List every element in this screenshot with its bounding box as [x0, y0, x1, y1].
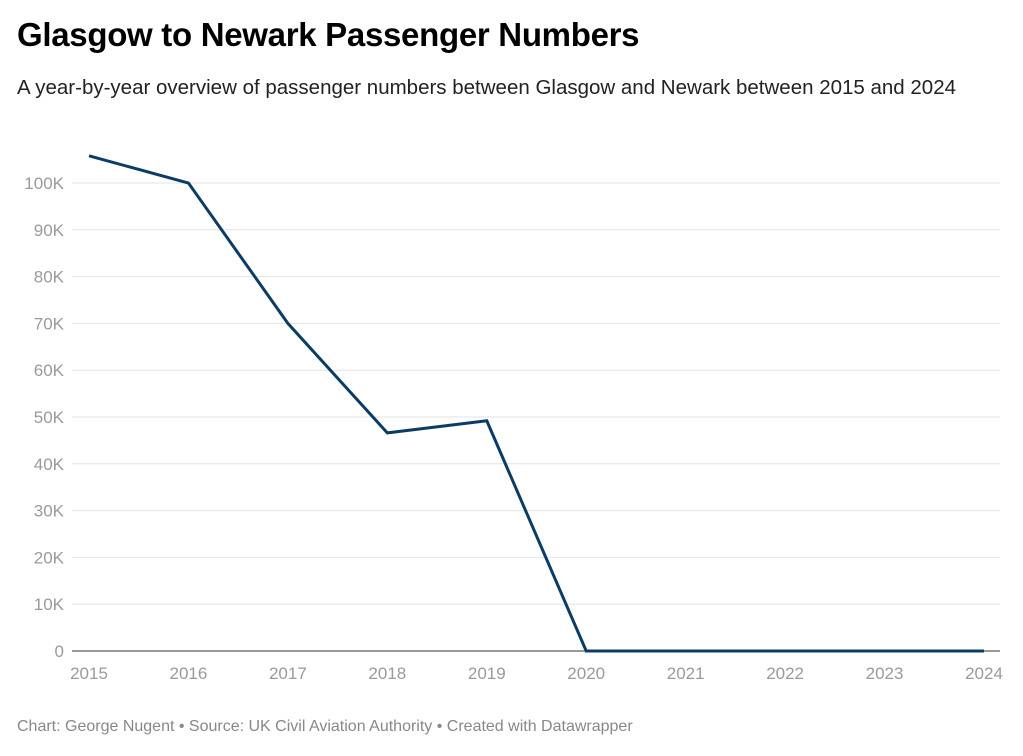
x-tick-label: 2021 — [667, 664, 705, 683]
y-tick-label: 10K — [34, 595, 65, 614]
x-tick-label: 2015 — [70, 664, 108, 683]
y-tick-label: 30K — [34, 502, 65, 521]
x-tick-label: 2020 — [567, 664, 605, 683]
chart-subtitle: A year-by-year overview of passenger num… — [17, 76, 956, 99]
y-tick-label: 50K — [34, 408, 65, 427]
chart-footer: Chart: George Nugent • Source: UK Civil … — [17, 718, 633, 735]
y-tick-label: 20K — [34, 548, 65, 567]
y-tick-label: 70K — [34, 314, 65, 333]
x-tick-label: 2018 — [368, 664, 406, 683]
x-tick-label: 2016 — [170, 664, 208, 683]
y-tick-label: 40K — [34, 455, 65, 474]
y-tick-label: 100K — [24, 174, 64, 193]
x-tick-label: 2023 — [866, 664, 904, 683]
x-tick-label: 2017 — [269, 664, 307, 683]
y-tick-label: 90K — [34, 221, 65, 240]
x-tick-label: 2022 — [766, 664, 804, 683]
series-line — [88, 154, 984, 653]
y-tick-label: 60K — [34, 361, 65, 380]
x-tick-label: 2024 — [965, 664, 1003, 683]
y-tick-label: 0 — [55, 642, 64, 661]
y-tick-label: 80K — [34, 268, 65, 287]
x-tick-label: 2019 — [468, 664, 506, 683]
chart-title: Glasgow to Newark Passenger Numbers — [17, 16, 640, 53]
